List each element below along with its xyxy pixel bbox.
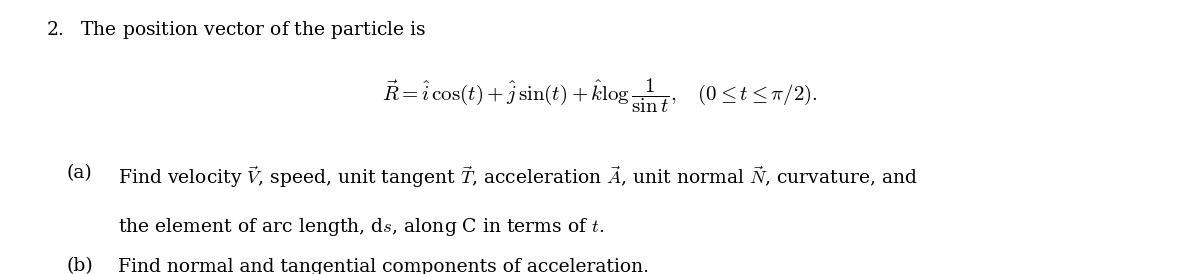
Text: Find velocity $\vec{V}$, speed, unit tangent $\vec{T}$, acceleration $\vec{A}$, : Find velocity $\vec{V}$, speed, unit tan… xyxy=(118,164,918,190)
Text: the element of arc length, d$s$, along C in terms of $t$.: the element of arc length, d$s$, along C… xyxy=(118,216,604,238)
Text: Find normal and tangential components of acceleration.: Find normal and tangential components of… xyxy=(118,258,649,274)
Text: 2.$\;$  The position vector of the particle is: 2.$\;$ The position vector of the partic… xyxy=(46,19,426,41)
Text: (b): (b) xyxy=(66,258,92,274)
Text: (a): (a) xyxy=(66,164,91,182)
Text: $\vec{R} = \hat{i}\,\cos(t) + \hat{j}\,\sin(t) + \hat{k}\log\dfrac{1}{\sin t},\q: $\vec{R} = \hat{i}\,\cos(t) + \hat{j}\,\… xyxy=(382,77,818,115)
